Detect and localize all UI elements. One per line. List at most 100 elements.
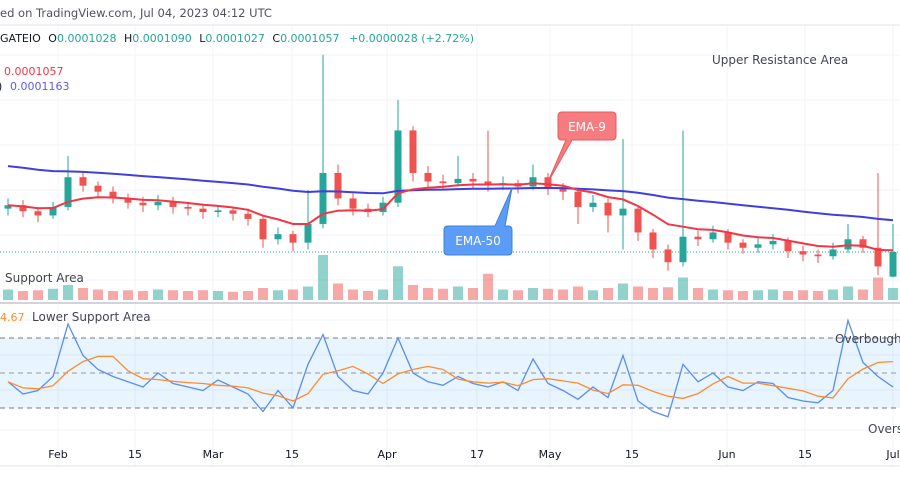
x-tick-label: 15 <box>625 448 639 461</box>
x-tick-label: 15 <box>128 448 142 461</box>
upper-resistance-label: Upper Resistance Area <box>712 53 848 67</box>
volume-bar <box>33 290 43 300</box>
candle-body <box>559 188 567 192</box>
candle-body <box>619 208 627 216</box>
candle-body <box>874 247 882 267</box>
candle <box>799 246 807 262</box>
candle <box>94 181 102 199</box>
x-tick-label: May <box>539 448 562 461</box>
volume-bar <box>258 288 268 300</box>
volume-bar <box>183 291 193 300</box>
ema50-line <box>7 165 894 222</box>
symbol-name: GATEIO <box>0 32 41 45</box>
candle-body <box>424 172 432 182</box>
candle <box>604 198 612 233</box>
candle <box>154 195 162 211</box>
candle-body <box>604 202 612 216</box>
volume-bar <box>393 266 403 300</box>
ema9-value: 0.0001057 <box>4 65 64 78</box>
candle <box>514 179 522 194</box>
candle-body <box>64 177 72 207</box>
candle <box>34 206 42 223</box>
low-value: 0.0001027 <box>205 32 265 45</box>
candle-body <box>34 211 42 216</box>
candle-body <box>724 232 732 243</box>
volume-bar <box>453 286 463 300</box>
candle <box>409 126 417 182</box>
candle-body <box>94 185 102 192</box>
candle <box>769 234 777 250</box>
candle <box>109 186 117 204</box>
volume-bar <box>18 291 28 300</box>
candle-body <box>454 178 462 184</box>
rsi-line <box>7 318 894 418</box>
volume-bar <box>813 291 823 300</box>
candle <box>619 138 627 250</box>
candle <box>169 196 177 214</box>
candle-body <box>304 223 312 243</box>
high-label: H <box>124 32 132 45</box>
volume-bar <box>228 291 238 300</box>
volume-bar <box>303 286 313 300</box>
candle <box>274 227 282 245</box>
candle <box>454 155 462 187</box>
candle-body <box>49 206 57 216</box>
volume-bar <box>378 289 388 300</box>
volume-bar <box>483 273 493 300</box>
candle <box>424 166 432 189</box>
x-tick-label: Feb <box>48 448 67 461</box>
candle <box>874 172 882 275</box>
candle <box>529 164 537 190</box>
volume-bar <box>108 291 118 300</box>
candle-body <box>814 254 822 257</box>
candle-body <box>754 244 762 248</box>
volume-bar <box>633 286 643 300</box>
volume-bar <box>513 290 523 300</box>
volume-bar <box>138 291 148 300</box>
candle-body <box>634 208 642 233</box>
candle-body <box>334 172 342 199</box>
time-axis[interactable]: Feb 15 Mar 15 Apr 17 May 15 Jun 15 Jul <box>48 448 899 461</box>
candle <box>664 244 672 271</box>
candle-body <box>4 205 12 209</box>
candle <box>379 196 387 216</box>
volume-bar <box>348 289 358 300</box>
x-tick-label: Apr <box>377 448 397 461</box>
candle <box>229 206 237 221</box>
x-tick-label: 15 <box>285 448 299 461</box>
candle <box>469 172 477 189</box>
close-value: 0.0001057 <box>280 32 340 45</box>
candle-body <box>829 249 837 257</box>
candle <box>589 195 597 213</box>
candle <box>319 54 327 229</box>
volume-bar <box>858 289 868 300</box>
volume-bar <box>3 289 13 300</box>
ema50-callout: EMA-50 <box>443 187 513 256</box>
ema50-value: 0.0001163 <box>10 80 70 93</box>
change-value: +0.0000028 (+2.72%) <box>349 32 474 45</box>
candle-body <box>664 249 672 263</box>
volume-bar <box>843 286 853 300</box>
candle <box>694 230 702 247</box>
candle-body <box>484 181 492 185</box>
volume-bar <box>318 255 328 300</box>
ema50-callout-label: EMA-50 <box>455 234 500 248</box>
x-tick-label: 17 <box>470 448 484 461</box>
support-label: Support Area <box>5 271 84 285</box>
candle <box>859 235 867 253</box>
candle <box>49 201 57 219</box>
candle-body <box>349 198 357 209</box>
x-tick-label: Jun <box>717 448 735 461</box>
candle-body <box>319 172 327 224</box>
open-label: O <box>48 32 57 45</box>
volume-bars <box>3 255 898 300</box>
candle <box>244 208 252 226</box>
candle <box>889 223 897 278</box>
ema9-callout: EMA-9 <box>546 111 617 185</box>
volume-bar <box>63 285 73 300</box>
candle <box>394 99 402 207</box>
candle-body <box>574 191 582 207</box>
x-tick-label: 15 <box>798 448 812 461</box>
ohlc-legend: GATEIO O0.0001028 H0.0001090 L0.0001027 … <box>0 32 474 45</box>
